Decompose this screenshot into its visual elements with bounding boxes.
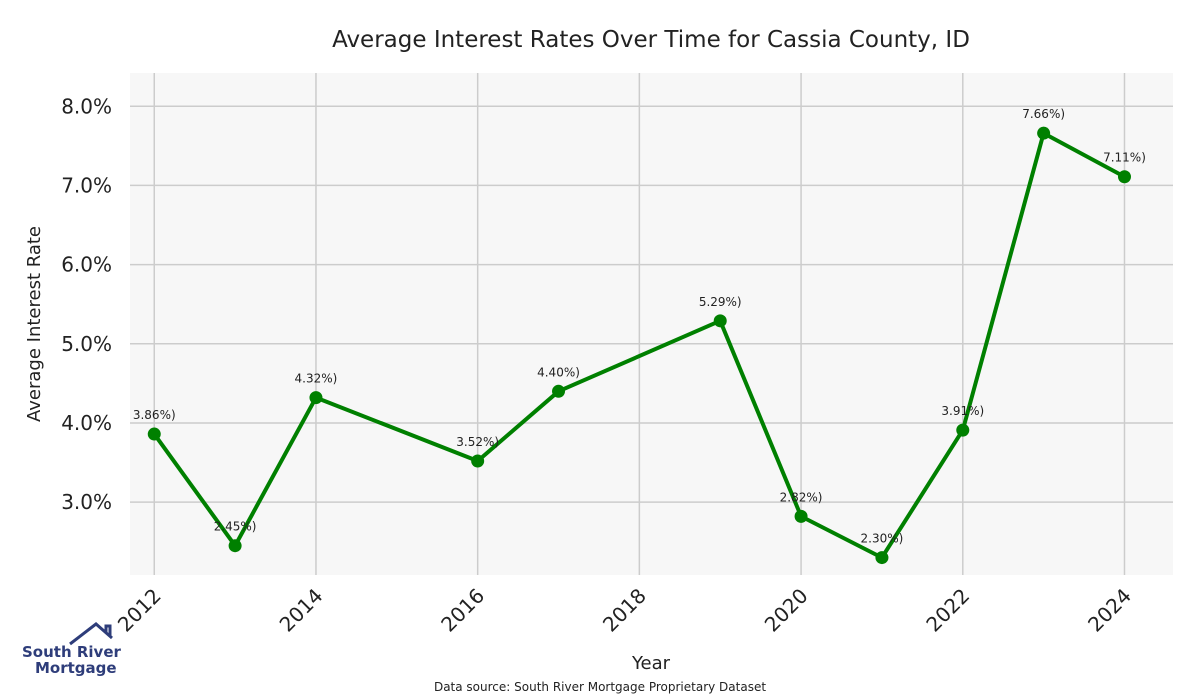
data-point [956,423,970,437]
data-label: 4.40%) [537,365,580,379]
data-point [713,314,727,328]
series-line [147,126,1131,565]
data-label: 7.66%) [1022,107,1065,121]
data-label: 3.91%) [941,404,984,418]
data-point [1117,170,1131,184]
data-point [309,391,323,405]
house-roof-icon [69,622,113,646]
data-point [552,384,566,398]
logo-text: South River Mortgage [22,644,121,676]
y-tick-label: 4.0% [61,411,112,435]
data-label: 2.82%) [780,490,823,504]
plot-area [130,73,1173,575]
data-label: 2.30%) [861,532,904,546]
y-tick-label: 7.0% [61,173,112,197]
data-point [228,539,242,553]
data-label: 3.86%) [133,408,176,422]
x-axis-ticks: 2012 2014 2016 2018 2020 2022 2024 [113,584,1136,637]
data-label: 4.32%) [295,372,338,386]
data-labels: 3.86%) 2.45%) 4.32%) 3.52%) 4.40%) 5.29%) 2.82… [133,107,1146,545]
data-label: 7.11%) [1103,151,1146,165]
y-tick-label: 8.0% [61,94,112,118]
y-axis-ticks: 3.0% 4.0% 5.0% 6.0% 7.0% 8.0% [61,94,112,514]
data-label: 5.29%) [699,295,742,309]
x-tick-label: 2018 [598,584,651,637]
x-tick-label: 2020 [760,584,813,637]
chart-title: Average Interest Rates Over Time for Cas… [332,27,970,53]
data-point [147,427,161,441]
x-tick-label: 2022 [921,584,974,637]
x-axis-label: Year [631,653,671,674]
data-point [471,454,485,468]
data-point [794,509,808,523]
y-tick-label: 3.0% [61,490,112,514]
y-tick-label: 6.0% [61,253,112,277]
data-label: 2.45%) [214,520,257,534]
logo-line2: Mortgage [35,659,117,677]
logo-line1: South River [22,643,121,661]
x-tick-label: 2014 [275,584,328,637]
south-river-mortgage-logo: South River Mortgage [22,622,132,682]
x-tick-label: 2024 [1083,584,1136,637]
y-axis-label: Average Interest Rate [24,226,45,422]
data-point [1037,126,1051,140]
data-label: 3.52%) [456,435,499,449]
x-tick-label: 2016 [436,584,489,637]
y-tick-label: 5.0% [61,332,112,356]
data-source-note: Data source: South River Mortgage Propri… [433,680,767,694]
data-point [875,551,889,565]
